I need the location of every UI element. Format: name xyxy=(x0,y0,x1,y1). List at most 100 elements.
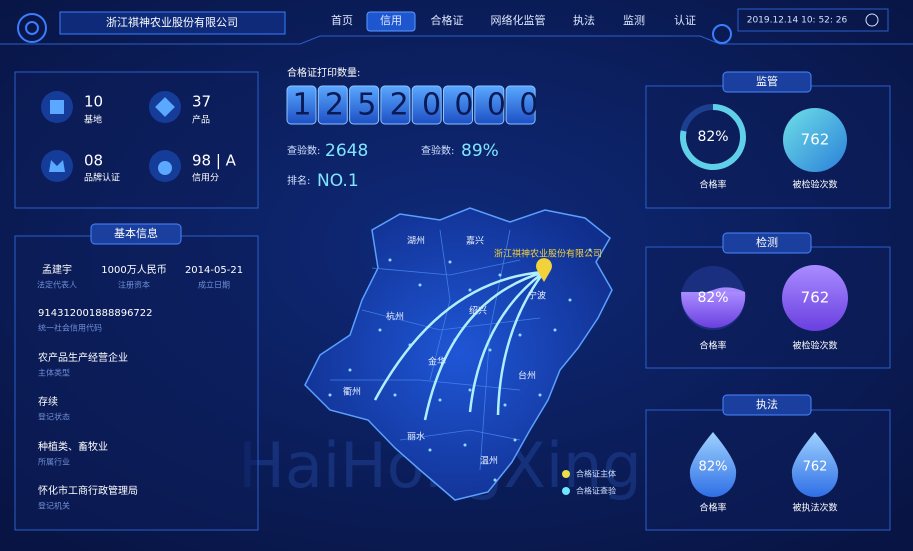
stat-label: 产品 xyxy=(192,114,210,126)
testing-panel: 检测 82% 合格率 762 被检验次数 xyxy=(645,232,891,369)
info-value: 2014-05-21 xyxy=(185,265,243,276)
digit-boxes xyxy=(286,85,536,125)
stat-label: 基地 xyxy=(84,114,102,126)
info-value: 种植类、畜牧业 xyxy=(38,440,108,453)
legend-dot xyxy=(562,487,570,495)
rate-label: 合格率 xyxy=(699,502,726,514)
digit-box xyxy=(286,85,317,125)
nav-item[interactable]: 信用 xyxy=(380,14,402,27)
count-value: 762 xyxy=(801,289,830,307)
panel xyxy=(645,409,891,531)
nav-item[interactable]: 认证 xyxy=(674,14,696,27)
info-label: 所属行业 xyxy=(38,457,70,467)
digit-box xyxy=(317,85,348,125)
province-shape xyxy=(304,207,613,501)
rank: NO.1 xyxy=(317,171,359,191)
nav-item[interactable]: 合格证 xyxy=(431,13,464,27)
count-circle xyxy=(782,265,848,331)
city-label: 台州 xyxy=(518,370,536,382)
info-value: 怀化市工商行政管理局 xyxy=(38,484,138,497)
panel-title: 检测 xyxy=(756,235,778,249)
legend-label: 合格证主体 xyxy=(576,469,616,479)
rate-label: 合格率 xyxy=(699,340,726,352)
supervision-panel: 监管 82% 合格率 762 被检验次数 xyxy=(645,71,891,209)
ring-arc xyxy=(680,104,746,170)
panel xyxy=(14,235,259,531)
info-value: 农产品生产经营企业 xyxy=(38,351,128,364)
drop xyxy=(689,432,737,497)
info-label: 登记机关 xyxy=(38,501,70,511)
rate-label: 合格率 xyxy=(699,179,726,191)
count-value: 762 xyxy=(801,131,830,149)
stat-value: 10 xyxy=(84,93,103,111)
stat-label: 信用分 xyxy=(192,172,219,184)
header-line xyxy=(0,35,913,45)
company-box xyxy=(59,11,286,35)
check-label: 查验数: xyxy=(287,144,320,157)
print-count: 12520000 xyxy=(293,88,552,123)
info-value: 孟建宇 xyxy=(42,263,72,276)
company-pin xyxy=(536,258,552,282)
panel-title: 基本信息 xyxy=(114,226,158,240)
nav-item[interactable]: 执法 xyxy=(573,13,595,27)
datetime: 2019.12.14 10: 52: 26 xyxy=(747,16,848,26)
nav-item[interactable]: 监测 xyxy=(623,14,645,27)
stat-label: 品牌认证 xyxy=(84,172,120,184)
count-label: 被检验次数 xyxy=(792,340,837,352)
count-value: 762 xyxy=(803,460,828,475)
legend-label: 合格证查验 xyxy=(576,486,616,496)
enforcement-panel: 执法 82% 合格率 762 被执法次数 xyxy=(645,394,891,531)
city-label: 杭州 xyxy=(386,311,404,323)
company-name: 浙江祺神农业股份有限公司 xyxy=(106,15,238,29)
panel-tab xyxy=(722,71,812,93)
city-label: 嘉兴 xyxy=(466,235,484,247)
city-label: 丽水 xyxy=(407,431,425,443)
nav-item[interactable]: 网络化监管 xyxy=(491,13,546,27)
digit-box xyxy=(474,85,505,125)
basic-info-panel: 基本信息 孟建宇 法定代表人 1000万人民币 注册资本 2014-05-21 … xyxy=(14,223,259,531)
info-label: 成立日期 xyxy=(198,280,230,290)
nav-item[interactable]: 首页 xyxy=(331,13,353,27)
check-rate: 89% xyxy=(461,141,499,161)
city-label: 宁波 xyxy=(528,290,546,302)
level-fill xyxy=(681,292,746,328)
count-circle xyxy=(783,108,847,172)
print-counter: 合格证打印数量: 12520000 查验数: 2648 查验数: 89% 排名:… xyxy=(286,66,552,191)
panel-tab xyxy=(722,394,812,416)
count-label: 被执法次数 xyxy=(792,502,837,514)
rate-value: 82% xyxy=(699,460,728,475)
nav-active xyxy=(366,11,416,32)
rank-label: 排名: xyxy=(287,174,310,187)
stat-value: 37 xyxy=(192,93,211,111)
city-label: 绍兴 xyxy=(469,305,487,317)
map: 浙江祺神农业股份有限公司 湖州 嘉兴 杭州 绍兴 宁波 金华 台州 衢州 丽水 … xyxy=(304,207,616,501)
info-label: 统一社会信用代码 xyxy=(38,323,102,333)
legend-dot xyxy=(562,470,570,478)
icon-glyph xyxy=(155,97,175,117)
map-company: 浙江祺神农业股份有限公司 xyxy=(494,248,602,260)
map-dots xyxy=(328,248,592,482)
count-label: 被检验次数 xyxy=(792,179,837,191)
stat-value: 08 xyxy=(84,152,103,170)
info-value: 1000万人民币 xyxy=(101,264,166,276)
info-label: 注册资本 xyxy=(118,280,150,290)
digit-box xyxy=(505,85,536,125)
datetime-box xyxy=(737,8,889,32)
rate-value: 82% xyxy=(697,129,728,145)
panel-tab xyxy=(90,223,182,245)
info-label: 法定代表人 xyxy=(37,280,77,290)
panel-tab xyxy=(722,232,812,254)
region-borders xyxy=(330,229,541,471)
city-label: 湖州 xyxy=(407,236,425,247)
info-value: 914312001888896722 xyxy=(38,308,153,319)
deco-ring xyxy=(712,24,732,44)
logo-ring xyxy=(17,13,47,43)
info-label: 主体类型 xyxy=(38,368,70,378)
close-icon[interactable] xyxy=(865,13,879,27)
rate-label: 查验数: xyxy=(421,144,454,157)
city-label: 温州 xyxy=(480,456,498,467)
drop xyxy=(791,432,839,497)
info-label: 登记状态 xyxy=(38,412,70,422)
logo-ring xyxy=(25,21,39,35)
